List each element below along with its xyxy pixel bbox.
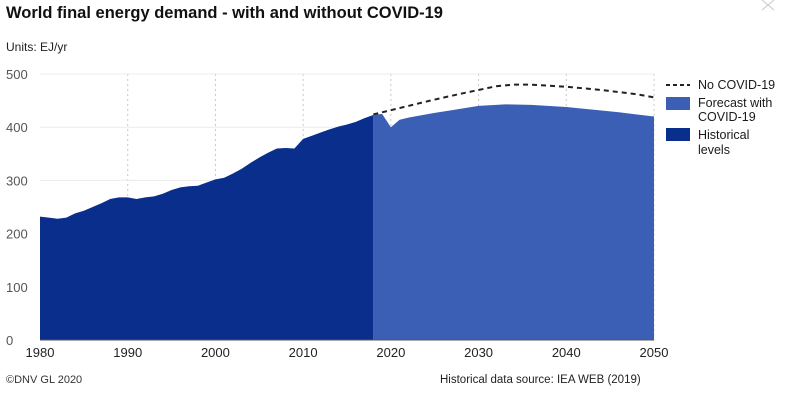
x-tick-label: 1980 xyxy=(26,345,55,360)
x-tick-label: 1990 xyxy=(113,345,142,360)
plot-lines xyxy=(373,83,655,116)
y-tick-label: 400 xyxy=(6,120,28,135)
x-tick-label: 2010 xyxy=(289,345,318,360)
units-label: Units: EJ/yr xyxy=(6,40,68,54)
chart-title: World final energy demand - with and wit… xyxy=(6,4,443,22)
y-tick-label: 100 xyxy=(6,280,28,295)
y-tick-label: 200 xyxy=(6,227,28,242)
legend-label-historical: Historical xyxy=(698,128,749,142)
x-tick-label: 2030 xyxy=(464,345,493,360)
plot-areas xyxy=(40,104,654,341)
legend-label-forecast: Forecast with xyxy=(698,96,772,110)
y-tick-label: 0 xyxy=(6,333,13,348)
legend-label-forecast: COVID-19 xyxy=(698,110,756,124)
axes: 0 100 200 300 400 500 1980 1990 2000 2010 2020 2030… xyxy=(6,67,668,360)
legend-label-no-covid: No COVID-19 xyxy=(698,78,775,92)
no-covid-line xyxy=(373,83,655,116)
legend-swatch-forecast xyxy=(666,97,690,110)
x-tick-label: 2040 xyxy=(552,345,581,360)
x-tick-label: 2000 xyxy=(201,345,230,360)
legend-label-historical: levels xyxy=(698,143,730,157)
close-icon[interactable] xyxy=(756,0,786,14)
y-tick-label: 300 xyxy=(6,173,28,188)
x-tick-label: 2050 xyxy=(640,345,669,360)
historical-area xyxy=(40,114,374,341)
forecast-area xyxy=(373,104,654,340)
copyright-note: ©DNV GL 2020 xyxy=(6,374,83,386)
source-note: Historical data source: IEA WEB (2019) xyxy=(440,374,641,386)
legend-swatch-historical xyxy=(666,128,690,141)
y-tick-label: 500 xyxy=(6,67,28,82)
x-tick-label: 2020 xyxy=(376,345,405,360)
